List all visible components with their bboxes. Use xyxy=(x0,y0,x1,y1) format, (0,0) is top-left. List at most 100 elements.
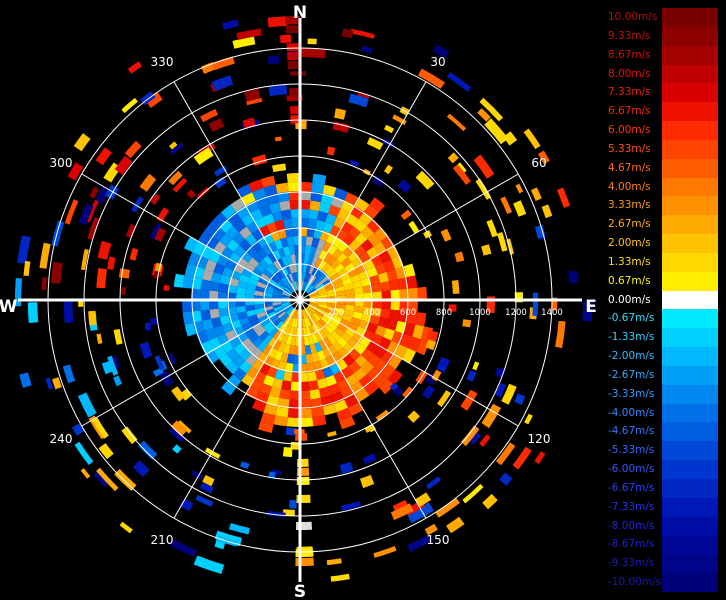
echo-cell xyxy=(327,344,338,356)
echo-cell xyxy=(268,347,278,359)
range-tick-label: 800 xyxy=(436,308,452,318)
colorbar-label: -1.33m/s xyxy=(608,331,655,344)
echo-cell xyxy=(266,510,286,518)
echo-cell xyxy=(221,381,236,396)
echo-cell xyxy=(315,283,325,291)
echo-cell xyxy=(308,325,315,336)
echo-cell xyxy=(288,245,296,255)
echo-cell xyxy=(347,322,359,332)
echo-cell xyxy=(199,482,214,494)
echo-cell xyxy=(290,282,296,292)
echo-cell xyxy=(282,304,292,310)
echo-cell xyxy=(96,467,119,492)
echo-cell xyxy=(393,386,404,397)
echo-cell xyxy=(330,330,341,341)
echo-cell xyxy=(323,252,333,263)
north-label: N xyxy=(293,3,307,23)
echo-cell xyxy=(415,170,435,190)
echo-cell xyxy=(381,364,396,379)
echo-cell xyxy=(446,113,467,132)
echo-cell xyxy=(326,288,337,295)
echo-cell xyxy=(342,277,353,286)
echo-cell xyxy=(304,245,312,255)
echo-cell xyxy=(315,219,326,231)
echo-cell xyxy=(260,175,276,188)
colorbar-entry: -2.00m/s xyxy=(606,347,718,366)
echo-cell xyxy=(381,290,391,300)
echo-cell xyxy=(306,362,316,373)
echo-cell xyxy=(534,224,546,239)
echo-cell xyxy=(348,93,369,108)
echo-cell xyxy=(266,222,278,234)
echo-cell xyxy=(281,303,291,308)
echo-cell xyxy=(284,305,293,313)
echo-cell xyxy=(287,181,300,192)
echo-cell xyxy=(213,241,227,255)
echo-cell xyxy=(171,386,186,402)
echo-cell xyxy=(211,271,222,283)
echo-cell xyxy=(314,247,323,258)
echo-cell xyxy=(344,192,359,206)
colorbar-label: 4.00m/s xyxy=(608,180,651,193)
echo-cell xyxy=(327,269,338,279)
echo-cell xyxy=(339,318,351,328)
echo-cell xyxy=(114,468,137,491)
echo-cell xyxy=(475,178,492,200)
echo-cell xyxy=(263,305,274,312)
colorbar-swatch xyxy=(662,478,718,498)
echo-cell xyxy=(327,255,337,266)
echo-cell xyxy=(252,323,263,333)
colorbar-entry: -3.33m/s xyxy=(606,384,718,404)
colorbar-entry: -1.33m/s xyxy=(606,328,718,348)
echo-cell xyxy=(241,373,255,387)
colorbar-label: 7.33m/s xyxy=(608,86,651,99)
echo-cell xyxy=(318,291,328,296)
echo-cell xyxy=(309,343,317,354)
echo-cell xyxy=(318,294,328,298)
echo-cell xyxy=(96,268,108,289)
echo-cell xyxy=(168,353,177,365)
echo-cell xyxy=(230,197,246,212)
colorbar-entry: 8.00m/s xyxy=(606,64,718,84)
colorbar-entry: -0.67m/s xyxy=(606,309,718,329)
colorbar-label: 8.67m/s xyxy=(608,48,651,61)
echo-cell xyxy=(271,211,283,222)
echo-cell xyxy=(344,262,356,273)
echo-cell xyxy=(286,316,293,326)
echo-cell xyxy=(371,283,382,293)
echo-cell xyxy=(399,300,409,312)
echo-cell xyxy=(269,386,282,398)
echo-cell xyxy=(348,226,361,240)
echo-cell xyxy=(272,294,282,298)
echo-cell xyxy=(239,360,252,374)
echo-cell xyxy=(453,164,471,185)
echo-cell xyxy=(150,223,162,240)
echo-cell xyxy=(273,415,288,427)
echo-cell xyxy=(290,115,300,124)
echo-cell xyxy=(345,373,359,387)
echo-cell xyxy=(283,315,291,325)
echo-cell xyxy=(333,311,344,319)
echo-cell xyxy=(423,230,432,239)
echo-cell xyxy=(241,322,253,332)
echo-cell xyxy=(317,350,326,361)
echo-cell xyxy=(336,407,352,421)
echo-cell xyxy=(267,252,277,263)
azimuth-tick-label: 300 xyxy=(50,156,73,170)
colorbar-label: -7.33m/s xyxy=(608,500,655,513)
echo-cell xyxy=(300,217,309,228)
echo-cell xyxy=(329,318,340,327)
echo-cell xyxy=(322,403,337,416)
echo-cell xyxy=(292,263,298,273)
echo-cell xyxy=(374,263,387,275)
echo-cell xyxy=(73,133,91,152)
echo-cell xyxy=(391,330,404,345)
echo-cell xyxy=(283,288,292,295)
echo-cell xyxy=(288,345,296,355)
echo-cell xyxy=(390,300,401,311)
echo-cell xyxy=(306,306,315,315)
range-tick-labels: 200 400 600 800 1000 1200 1400 xyxy=(328,308,563,318)
echo-cell xyxy=(132,460,150,477)
echo-cell xyxy=(286,173,300,183)
echo-cell xyxy=(262,321,273,331)
